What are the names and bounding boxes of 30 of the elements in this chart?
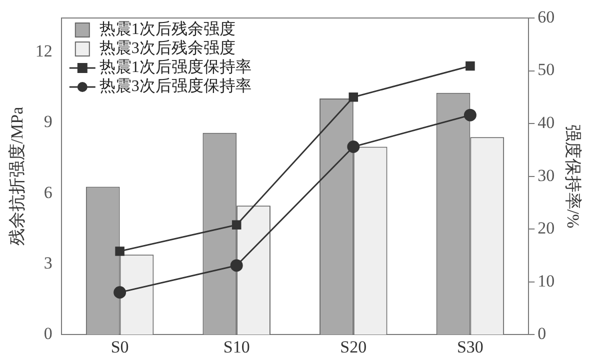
point [115, 246, 124, 256]
y2-tick-label: 10 [538, 271, 555, 290]
y-axis-title: 残余抗折强度/MPa [8, 106, 27, 246]
point [464, 108, 476, 122]
y2-tick-label: 0 [538, 324, 546, 344]
legend-label: 热震1次后强度保持率 [99, 58, 252, 76]
y2-tick-label: 30 [538, 166, 555, 185]
y2-axis-title: 强度保持率/% [563, 124, 582, 228]
legend-label: 热震3次后强度保持率 [99, 77, 252, 96]
x-tick-label: S20 [340, 337, 367, 356]
point [347, 140, 360, 153]
y2-tick-label: 20 [538, 218, 555, 238]
y-tick-label: 0 [44, 324, 52, 344]
y2-tick-label: 50 [538, 60, 555, 80]
legend-label: 热震1次后残余强度 [99, 20, 236, 38]
point [232, 220, 242, 230]
x-tick-label: S0 [110, 337, 129, 356]
y-tick-label: 3 [44, 253, 52, 272]
y-tick-label: 6 [44, 182, 52, 202]
point [348, 92, 358, 102]
y-tick-label: 12 [35, 42, 52, 61]
legend-label: 热震3次后残余强度 [99, 39, 236, 58]
point [466, 61, 475, 71]
point [230, 259, 243, 272]
y2-tick-label: 40 [538, 113, 555, 132]
y2-tick-label: 60 [538, 7, 555, 26]
y-tick-label: 9 [44, 112, 52, 132]
x-tick-label: S10 [223, 337, 250, 356]
x-tick-label: S30 [456, 337, 484, 356]
point [114, 286, 126, 299]
